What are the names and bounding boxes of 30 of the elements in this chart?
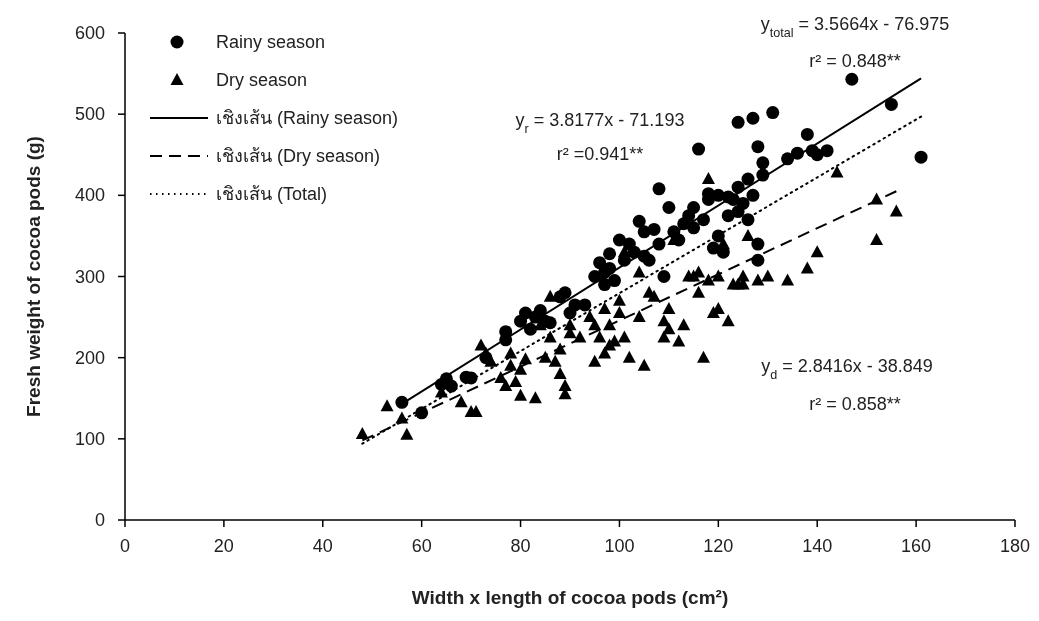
x-tick-label: 80 bbox=[510, 536, 531, 556]
annotation: y$_{r}$ = 3.8177x - 71.193 bbox=[515, 110, 685, 136]
annotation: y$_{total}$ = 3.5664x - 76.975 bbox=[760, 14, 950, 40]
y-tick-label: 400 bbox=[74, 185, 105, 206]
legend-label: เชิงเส้น (Dry season) bbox=[216, 146, 381, 166]
x-tick-label: 180 bbox=[999, 536, 1031, 556]
annotation: r² =0.941** bbox=[556, 144, 644, 164]
y-axis-title: Fresh weight of cocoa pods (g) bbox=[23, 136, 44, 417]
legend-label: เชิงเส้น (Total) bbox=[216, 184, 328, 204]
x-tick-label: 120 bbox=[703, 536, 734, 556]
x-tick-label: 160 bbox=[901, 536, 932, 556]
annotation: r² = 0.848** bbox=[809, 51, 901, 71]
y-tick-label: 0 bbox=[94, 510, 105, 530]
y-tick-label: 600 bbox=[74, 23, 105, 43]
x-tick-label: 140 bbox=[802, 536, 833, 556]
y-tick-label: 200 bbox=[74, 347, 105, 368]
legend-label: Rainy season bbox=[216, 32, 326, 52]
x-tick-label: 0 bbox=[119, 536, 131, 556]
y-tick-label: 300 bbox=[74, 266, 105, 287]
legend-label: Dry season bbox=[216, 70, 308, 90]
x-tick-label: 40 bbox=[312, 536, 333, 556]
y-tick-label: 100 bbox=[74, 428, 105, 449]
legend-label: เชิงเส้น (Rainy season) bbox=[216, 108, 399, 128]
x-tick-label: 100 bbox=[604, 536, 635, 556]
x-tick-label: 20 bbox=[213, 536, 234, 556]
annotation: y$_{d}$ = 2.8416x - 38.849 bbox=[761, 356, 933, 382]
y-tick-label: 500 bbox=[74, 104, 105, 125]
annotation: r² = 0.858** bbox=[809, 394, 901, 414]
x-axis-title: Width x length of cocoa pods (cm²) bbox=[411, 587, 729, 608]
x-tick-label: 60 bbox=[411, 536, 432, 556]
